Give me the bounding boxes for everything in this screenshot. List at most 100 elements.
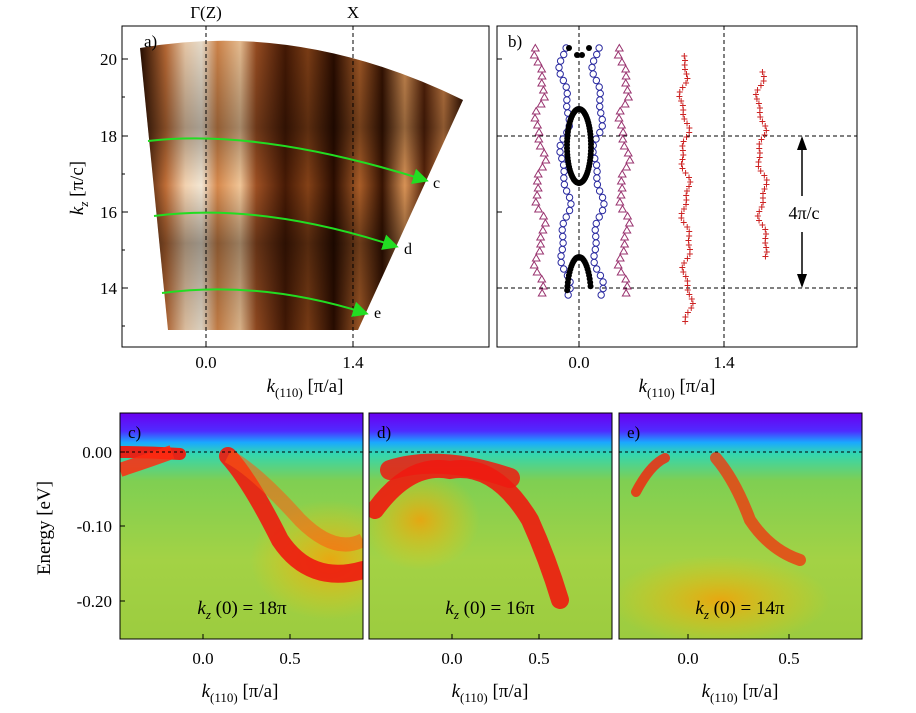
plus-marker <box>678 98 685 104</box>
plus-marker <box>683 201 690 208</box>
triangle-marker <box>535 239 546 248</box>
circle-marker <box>599 284 607 293</box>
panel-b-label: b) <box>508 32 522 51</box>
circle-marker <box>563 89 571 98</box>
triangle-marker <box>539 92 550 101</box>
circle-marker <box>593 180 602 189</box>
circle-marker <box>567 200 575 208</box>
circle-marker <box>596 89 604 98</box>
xtick-b-0: 0.0 <box>568 353 589 372</box>
dot-marker <box>575 179 582 186</box>
circle-marker <box>596 128 604 137</box>
period-label: 4π/c <box>788 203 819 223</box>
triangle-marker <box>621 64 631 73</box>
cut-curve-d <box>153 211 399 250</box>
plus-marker <box>680 152 687 158</box>
triangle-marker <box>625 155 635 164</box>
circle-marker <box>559 219 567 228</box>
triangle-marker <box>615 253 625 262</box>
plus-marker <box>686 129 693 136</box>
plus-marker <box>678 215 685 221</box>
circle-marker <box>592 239 600 247</box>
circle-marker <box>598 122 606 130</box>
plus-marker <box>681 53 688 59</box>
plus-marker <box>688 305 695 311</box>
triangle-marker <box>623 92 634 101</box>
circle-marker <box>589 57 598 65</box>
plus-marker <box>687 179 694 185</box>
circle-marker <box>592 232 600 241</box>
circle-marker <box>595 44 603 52</box>
plus-marker <box>762 240 769 246</box>
circle-marker <box>600 200 608 208</box>
circle-marker <box>560 174 568 182</box>
cut-label-d: d <box>404 241 412 258</box>
triangle-marker <box>533 183 543 192</box>
plus-marker <box>679 143 686 149</box>
circle-marker <box>588 63 596 72</box>
triangle-marker <box>531 106 541 115</box>
circle-marker <box>592 161 601 169</box>
dot-marker <box>566 45 572 51</box>
triangle-marker <box>621 71 631 80</box>
triangle-marker <box>537 64 547 73</box>
plus-marker <box>755 163 762 170</box>
triangle-marker <box>614 43 624 52</box>
triangle-marker <box>623 148 633 157</box>
plus-marker <box>755 100 762 107</box>
circle-marker <box>557 258 565 267</box>
triangle-marker <box>616 120 627 129</box>
triangle-marker <box>622 85 633 94</box>
circle-marker <box>563 102 571 111</box>
panel-e-kz-note: kz (0) = 14π <box>695 598 785 622</box>
circle-marker <box>565 206 574 215</box>
xtick-c-0: 0.0 <box>192 649 213 668</box>
circle-marker <box>595 187 604 195</box>
plus-marker <box>758 136 765 143</box>
cut-label-c: c <box>433 175 440 192</box>
triangle-marker <box>537 78 547 87</box>
plus-marker <box>757 168 764 174</box>
triangle-marker <box>537 274 547 283</box>
panel-a-ticks <box>122 58 354 347</box>
triangle-marker <box>615 197 625 206</box>
plus-marker <box>680 219 687 226</box>
plus-marker <box>682 66 689 73</box>
circle-marker <box>562 187 571 195</box>
circle-marker <box>556 70 564 78</box>
circle-marker <box>592 265 601 273</box>
xtick-e-0: 0.0 <box>677 649 698 668</box>
triangle-marker <box>617 183 627 192</box>
circle-marker <box>598 206 607 215</box>
circle-marker <box>559 76 568 85</box>
plus-marker <box>752 91 759 98</box>
panel-a-ylabel: kz [π/c] <box>67 161 91 215</box>
ytick-14: 14 <box>100 279 118 298</box>
triangle-marker <box>538 85 549 94</box>
plus-marker <box>684 75 691 82</box>
triangle-marker <box>619 141 629 150</box>
panel-c-kz-note: kz (0) = 18π <box>197 598 287 622</box>
triangle-marker <box>621 274 631 283</box>
triangle-marker <box>540 218 551 227</box>
circle-marker <box>599 278 607 286</box>
triangle-marker <box>620 99 630 108</box>
ytick-energy-2: -0.20 <box>77 592 112 611</box>
circle-marker <box>565 193 574 202</box>
circle-marker <box>563 96 571 104</box>
ytick-20: 20 <box>100 50 117 69</box>
circle-marker <box>556 148 564 156</box>
circle-marker <box>596 102 604 111</box>
plus-marker <box>685 183 692 190</box>
triangle-marker <box>538 225 548 234</box>
triangle-marker <box>622 211 633 220</box>
triangle-marker <box>622 281 632 290</box>
triangle-marker <box>538 211 549 220</box>
plus-marker <box>680 138 687 145</box>
plus-marker <box>676 93 683 100</box>
triangle-marker <box>619 232 630 241</box>
plus-marker <box>757 82 764 89</box>
ytick-18: 18 <box>100 127 117 146</box>
circle-marker <box>562 213 570 221</box>
